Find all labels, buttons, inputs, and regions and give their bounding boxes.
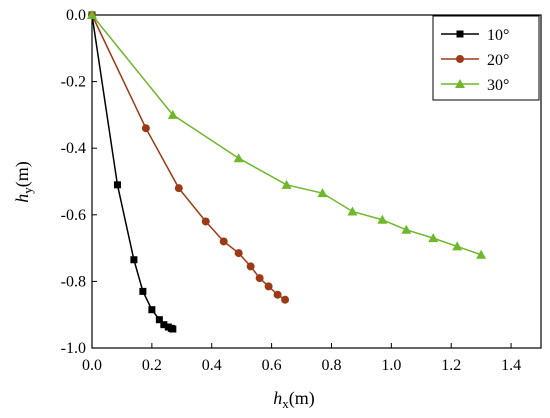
x-axis-ticks: 0.0 0.2 0.4 0.6 0.8 1.0 1.2 1.4 bbox=[82, 343, 521, 374]
y-axis-label-var: h bbox=[12, 194, 32, 203]
data-point bbox=[347, 206, 358, 216]
y-tick-label: -0.6 bbox=[61, 207, 86, 224]
x-axis-label-var: h bbox=[273, 388, 282, 408]
legend: 10° 20° 30° bbox=[432, 15, 540, 101]
y-tick-label: 0.0 bbox=[66, 7, 86, 24]
series-layer bbox=[87, 10, 487, 333]
data-point bbox=[281, 179, 292, 189]
data-point bbox=[401, 224, 412, 234]
x-tick-label: 0.0 bbox=[82, 357, 102, 374]
data-point bbox=[169, 325, 177, 333]
data-point bbox=[201, 217, 210, 226]
x-axis-label-sub: x bbox=[282, 396, 289, 411]
series-1 bbox=[88, 11, 177, 333]
legend-label: 30° bbox=[487, 77, 509, 94]
legend-label: 10° bbox=[487, 27, 509, 44]
series-line bbox=[91, 14, 174, 330]
legend-entry: 30° bbox=[441, 77, 509, 94]
x-tick-label: 1.2 bbox=[441, 357, 461, 374]
x-axis-label: hx(m) bbox=[273, 388, 315, 411]
data-point bbox=[273, 290, 282, 299]
plot-frame bbox=[91, 14, 542, 349]
x-tick-label: 0.8 bbox=[321, 357, 341, 374]
data-point bbox=[377, 214, 388, 224]
data-point bbox=[452, 241, 463, 251]
y-tick-label: -0.2 bbox=[61, 74, 86, 91]
data-point bbox=[174, 184, 183, 193]
data-point bbox=[233, 153, 244, 163]
data-point bbox=[219, 237, 228, 246]
x-axis-label-unit: (m) bbox=[289, 388, 315, 409]
x-tick-label: 0.4 bbox=[202, 357, 222, 374]
legend-marker bbox=[455, 79, 465, 88]
data-point bbox=[281, 295, 290, 304]
data-point bbox=[148, 306, 156, 314]
data-point bbox=[160, 321, 168, 329]
legend-marker bbox=[456, 55, 464, 63]
data-point bbox=[141, 124, 150, 133]
data-point bbox=[255, 274, 264, 283]
y-axis-label: hy(m) bbox=[12, 161, 35, 203]
legend-entry: 20° bbox=[441, 52, 509, 69]
x-tick-label: 1.4 bbox=[501, 357, 521, 374]
data-point bbox=[317, 188, 328, 198]
series-line bbox=[91, 14, 286, 301]
data-point bbox=[428, 233, 439, 243]
data-point bbox=[234, 249, 243, 258]
data-point bbox=[476, 249, 487, 259]
data-point bbox=[264, 282, 273, 291]
y-axis-label-unit: (m) bbox=[12, 161, 33, 187]
data-point bbox=[130, 256, 138, 264]
data-point bbox=[155, 316, 163, 324]
series-3 bbox=[87, 10, 487, 259]
series-2 bbox=[88, 11, 290, 304]
y-tick-label: -0.8 bbox=[61, 273, 86, 290]
legend-label: 20° bbox=[487, 52, 509, 69]
x-tick-label: 0.2 bbox=[142, 357, 162, 374]
x-tick-label: 0.6 bbox=[262, 357, 282, 374]
legend-entry: 10° bbox=[441, 27, 509, 44]
y-tick-label: -0.4 bbox=[61, 140, 86, 157]
data-point bbox=[246, 262, 255, 271]
data-point bbox=[139, 287, 147, 295]
x-tick-label: 1.0 bbox=[381, 357, 401, 374]
legend-marker bbox=[456, 30, 464, 38]
data-point bbox=[167, 109, 178, 119]
data-point bbox=[113, 181, 121, 189]
data-point bbox=[87, 10, 97, 19]
legend-box bbox=[432, 15, 540, 101]
y-axis-label-sub: y bbox=[20, 187, 35, 194]
y-tick-label: -1.0 bbox=[61, 340, 86, 357]
